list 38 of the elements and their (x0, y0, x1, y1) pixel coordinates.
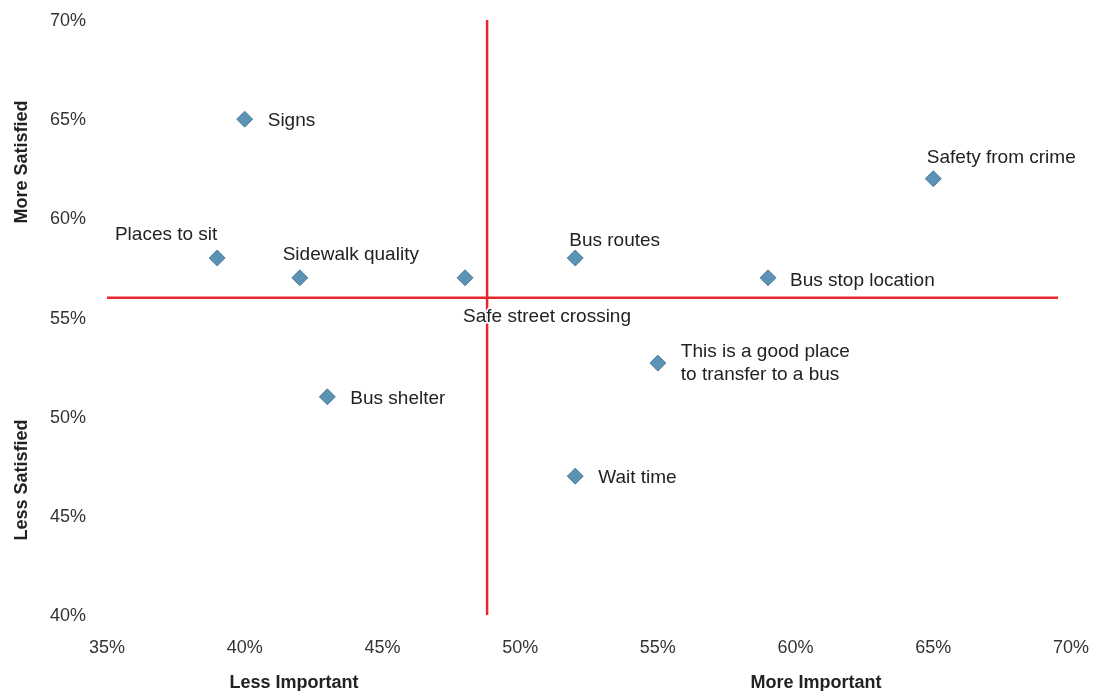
point (924, 170, 942, 188)
series-label: Safety from crime (926, 145, 1076, 167)
y-tick-label: 65% (49, 109, 86, 130)
point (566, 467, 584, 485)
y-tick-label: 50% (49, 406, 86, 427)
series-label: Wait time (598, 466, 677, 488)
point (291, 269, 309, 287)
series-label: Sidewalk quality (282, 242, 420, 264)
series-label: This is a good place to transfer to a bus (680, 340, 850, 385)
x-tick-label: 50% (502, 637, 539, 657)
x-tick-label: 65% (915, 637, 952, 657)
text: More Satisfied (11, 100, 31, 224)
point (649, 354, 667, 372)
series-label: Bus stop location (790, 268, 935, 290)
x-tick-label: 70% (1052, 637, 1090, 657)
x-tick-label: 45% (364, 637, 401, 657)
series-label: Places to sit (114, 223, 219, 244)
x-tick-label: 60% (777, 637, 814, 657)
point (208, 249, 226, 267)
point (566, 249, 584, 267)
point (759, 269, 777, 287)
y-tick-label: 60% (49, 208, 86, 229)
y-tick-label: 55% (49, 307, 86, 328)
text: More Important (750, 672, 882, 691)
point (236, 110, 254, 128)
y-tick-label: 40% (49, 605, 86, 625)
text: Less Important (229, 672, 359, 691)
series-label: Bus routes (569, 229, 661, 250)
y-tick-label: 45% (49, 505, 86, 526)
text: Less Satisfied (11, 419, 31, 541)
x-tick-label: 40% (226, 637, 263, 657)
y-tick-label: 70% (49, 10, 86, 30)
x-tick-label: 55% (639, 637, 676, 657)
point (318, 388, 336, 406)
x-tick-label: 35% (88, 637, 126, 657)
series-label: Bus shelter (350, 386, 447, 408)
point (456, 269, 474, 287)
series-label: Signs (267, 109, 316, 131)
